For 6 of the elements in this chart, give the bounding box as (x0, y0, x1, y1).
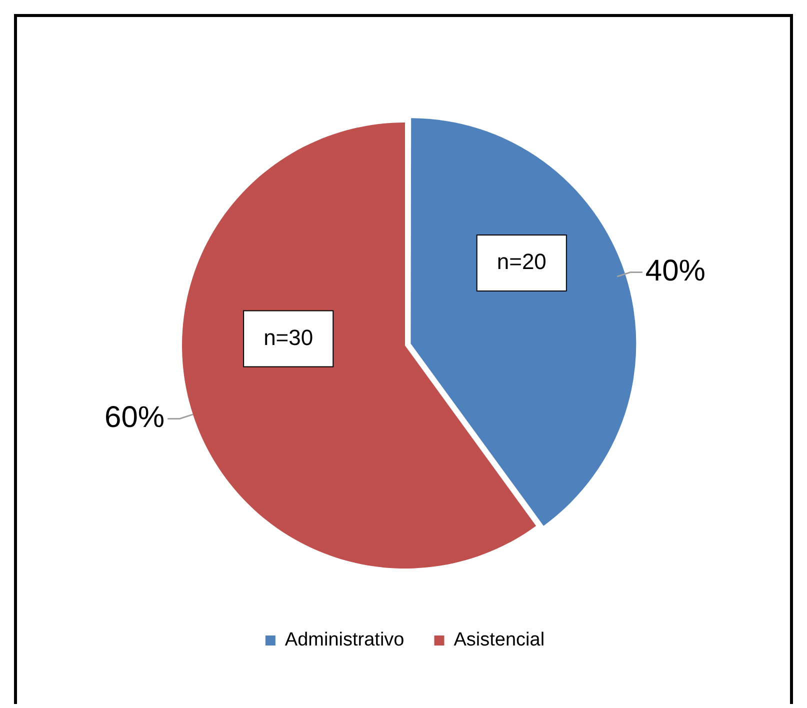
legend-label: Asistencial (454, 630, 545, 651)
text: n=20 (496, 249, 546, 274)
data-label: 60% (104, 401, 165, 434)
text: n=30 (264, 324, 314, 350)
data-label: 40% (645, 254, 706, 288)
legend-label: Administrativo (284, 630, 404, 651)
